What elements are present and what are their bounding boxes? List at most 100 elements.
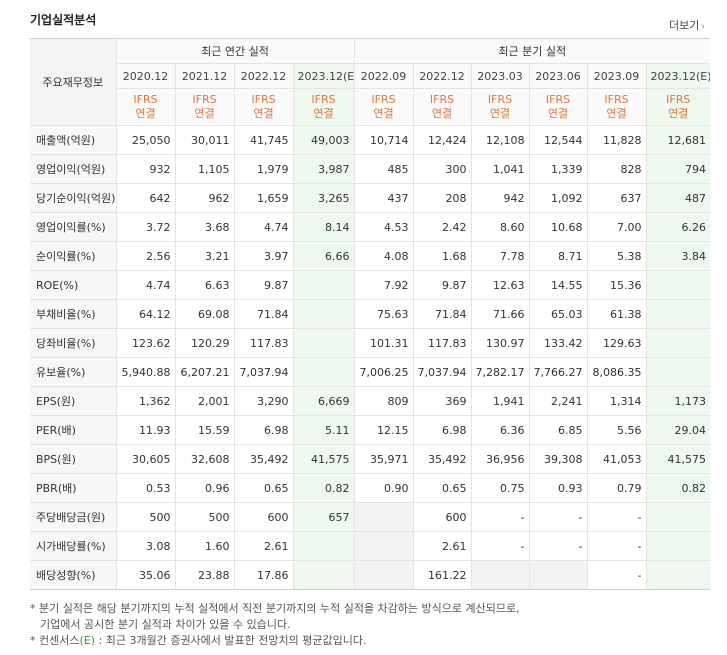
table-row: 주당배당금(원) 500 500 600 657 600- - - (30, 502, 711, 532)
period-header: 2022.12 (233, 63, 294, 89)
table-row: 순이익률(%) 2.56 3.21 3.97 6.66 4.08 1.68 7.78 8.71 5… (30, 241, 711, 271)
table-row: 영업이익(억원) 932 1,105 1,979 3,987 485 300 1,041 1,3… (30, 154, 711, 184)
table-cell: 2.61 (233, 531, 294, 561)
table-cell: 3.68 (174, 212, 235, 242)
consolidated-label: 연결 (431, 107, 453, 120)
footnote-1-cont: 기업에서 공시한 분기 실적과 차이가 있을 수 있습니다. (40, 618, 291, 631)
table-cell: 1,339 (528, 154, 588, 184)
period-header: 2023.12(E) (645, 63, 711, 89)
ifrs-header: IFRS 연결 (528, 88, 588, 126)
footnote-2: * 컨센서스(E) : 최근 3개월간 증권사에서 발표한 전망치의 평균값입니… (30, 633, 520, 649)
table-row: 시가배당률(%) 3.08 1.60 2.61 2.61- - - (30, 531, 711, 561)
table-cell: 130.97 (470, 328, 530, 358)
table-cell: - (528, 531, 588, 561)
table-cell: 2,241 (528, 386, 588, 416)
table-cell: 35,492 (412, 444, 472, 474)
footnote-2-prefix: * 컨센서스 (30, 634, 80, 647)
table-cell: 0.53 (115, 473, 176, 503)
table-cell: 6.98 (233, 415, 294, 445)
table-row: EPS(원) 1,362 2,001 3,290 6,669 809 369 1,941 2,2… (30, 386, 711, 416)
table-cell: 36,956 (470, 444, 530, 474)
row-label: 영업이익률(%) (30, 212, 117, 242)
row-label: 부채비율(%) (30, 299, 117, 329)
consolidated-label: 연결 (194, 107, 215, 120)
footnote-2-text: : 최근 3개월간 증권사에서 발표한 전망치의 평균값입니다. (95, 634, 367, 647)
row-label: 시가배당률(%) (30, 531, 117, 561)
table-cell: 0.90 (353, 473, 414, 503)
period-header: 2020.12 (116, 63, 176, 89)
table-cell (353, 531, 414, 561)
table-cell: 5.56 (586, 415, 647, 445)
table-cell: 49,003 (292, 125, 355, 155)
table-cell: 35,971 (353, 444, 414, 474)
table-cell: 637 (586, 183, 647, 213)
table-cell: 1,041 (470, 154, 530, 184)
table-cell: 7.00 (586, 212, 647, 242)
table-cell: 3.21 (174, 241, 235, 271)
consolidated-label: 연결 (668, 107, 689, 120)
table-cell: 485 (353, 154, 414, 184)
footnote-1: * 분기 실적은 해당 분기까지의 누적 실적에서 직전 분기까지의 누적 실적… (30, 602, 520, 615)
financial-table: 주요재무정보 최근 연간 실적 최근 분기 실적 2020.12 2021.12 2… (30, 38, 711, 590)
ifrs-label: IFRS (666, 93, 691, 106)
table-cell: 3.08 (115, 531, 176, 561)
table-cell: 437 (353, 183, 414, 213)
table-cell: 15.36 (586, 270, 647, 300)
more-link[interactable]: 더보기 › (669, 17, 705, 33)
table-cell: 487 (645, 183, 711, 213)
table-cell: 120.29 (174, 328, 235, 358)
table-cell: 75.63 (353, 299, 414, 329)
table-cell: 7.78 (470, 241, 530, 271)
table-cell (645, 328, 711, 358)
table-cell: 8,086.35 (586, 357, 647, 387)
table-cell: 2.56 (115, 241, 176, 271)
ifrs-label: IFRS (604, 93, 629, 106)
row-label: 배당성향(%) (30, 560, 117, 590)
table-cell: 12,424 (412, 125, 472, 155)
table-cell: 12.15 (353, 415, 414, 445)
table-cell: 0.65 (412, 473, 472, 503)
table-cell (645, 357, 711, 387)
table-cell (292, 357, 355, 387)
period-header: 2022.09 (353, 63, 414, 89)
period-header: 2023.09 (586, 63, 647, 89)
table-row: 매출액(억원) 25,050 30,011 41,745 49,003 10,714 12,… (30, 125, 711, 155)
table-cell: 0.93 (528, 473, 588, 503)
ifrs-label: IFRS (311, 93, 336, 106)
table-cell: 4.08 (353, 241, 414, 271)
ifrs-header: IFRS 연결 (353, 88, 414, 126)
table-cell (645, 502, 711, 532)
table-cell: 1,941 (470, 386, 530, 416)
ifrs-header: IFRS 연결 (645, 88, 711, 126)
table-cell: 41,745 (233, 125, 294, 155)
table-row: BPS(원) 30,605 32,608 35,492 41,575 35,971 35,4… (30, 444, 711, 474)
table-cell (292, 299, 355, 329)
ifrs-label: IFRS (371, 93, 396, 106)
period-header: 2023.12(E) (292, 63, 355, 89)
table-cell: 1,314 (586, 386, 647, 416)
table-cell: 10,714 (353, 125, 414, 155)
table-cell: 14.55 (528, 270, 588, 300)
table-cell: 7.92 (353, 270, 414, 300)
table-cell: 8.14 (292, 212, 355, 242)
table-cell: 12,108 (470, 125, 530, 155)
table-cell: 5,940.88 (115, 357, 176, 387)
row-label: ROE(%) (30, 270, 117, 300)
table-cell: 4.74 (115, 270, 176, 300)
table-cell: 64.12 (115, 299, 176, 329)
period-header: 2021.12 (174, 63, 235, 89)
table-cell: 71.84 (412, 299, 472, 329)
table-cell: 1,979 (233, 154, 294, 184)
table-cell: 5.11 (292, 415, 355, 445)
table-cell: 101.31 (353, 328, 414, 358)
table-cell: 17.86 (233, 560, 294, 590)
table-cell (645, 560, 711, 590)
table-row: PBR(배) 0.53 0.96 0.65 0.82 0.90 0.65 0.75 0.93 0.… (30, 473, 711, 503)
row-label: BPS(원) (30, 444, 117, 474)
period-header: 2023.06 (528, 63, 588, 89)
table-cell (292, 531, 355, 561)
table-cell: 4.74 (233, 212, 294, 242)
table-cell: 23.88 (174, 560, 235, 590)
table-cell: 3.97 (233, 241, 294, 271)
table-cell (645, 299, 711, 329)
